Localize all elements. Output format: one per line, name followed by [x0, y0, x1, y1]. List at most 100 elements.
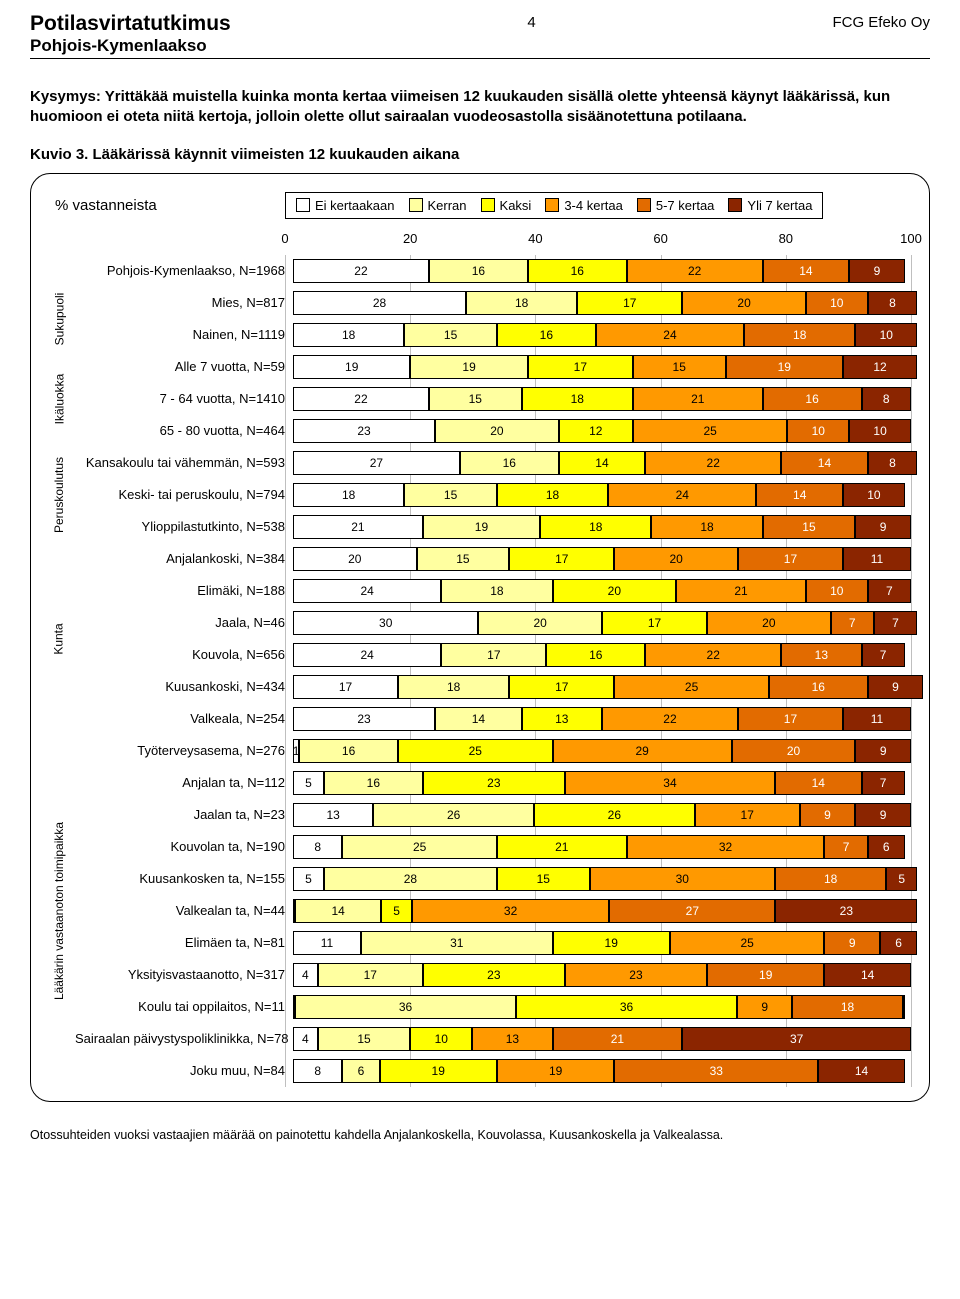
- bar-segment: 14: [559, 451, 646, 475]
- bar-segment: 7: [824, 835, 867, 859]
- bar-segment: 11: [843, 707, 911, 731]
- bar-segment: 30: [590, 867, 775, 891]
- bar-segment: 20: [614, 547, 738, 571]
- group-label: Sukupuoli: [49, 287, 69, 351]
- row-label: Yksityisvastaanotto, N=317: [75, 967, 293, 982]
- bar-segment: 16: [497, 323, 596, 347]
- bar-track: 181518241410: [293, 483, 911, 507]
- stacked-bar: 21191818159: [293, 515, 911, 539]
- chart-row: 65 - 80 vuotta, N=464232012251010: [75, 415, 911, 447]
- bar-segment: 16: [460, 451, 559, 475]
- bar-segment: 22: [293, 387, 429, 411]
- stacked-bar: 3636918: [293, 995, 905, 1019]
- figure-caption: Kuvio 3. Lääkärissä käynnit viimeisten 1…: [30, 146, 930, 163]
- bar-segment: 18: [522, 387, 633, 411]
- bar-segment: 28: [293, 291, 466, 315]
- bar-segment: 20: [707, 611, 831, 635]
- bar-segment: 28: [324, 867, 497, 891]
- bar-segment: 32: [412, 899, 609, 923]
- bar-segment: 17: [738, 707, 843, 731]
- bar-segment: 15: [318, 1027, 411, 1051]
- chart-row: 7 - 64 vuotta, N=141022151821168: [75, 383, 911, 415]
- bar-segment: 8: [293, 1059, 342, 1083]
- legend-label: 3-4 kertaa: [564, 198, 623, 213]
- bar-segment: 17: [509, 547, 614, 571]
- stacked-bar: 41510132137: [293, 1027, 911, 1051]
- bar-segment: 9: [855, 515, 911, 539]
- bar-segment: 14: [295, 899, 381, 923]
- bar-track: 22161622149: [293, 259, 911, 283]
- row-label: Valkealan ta, N=44: [75, 903, 293, 918]
- bar-segment: 15: [417, 547, 510, 571]
- bar-track: 191917151912: [293, 355, 911, 379]
- stacked-bar: 232012251010: [293, 419, 911, 443]
- row-label: Ylioppilastutkinto, N=538: [75, 519, 293, 534]
- bar-segment: 27: [293, 451, 460, 475]
- bar-segment: 9: [849, 259, 905, 283]
- chart-row: Mies, N=81728181720108: [75, 287, 911, 319]
- bar-segment: 24: [608, 483, 756, 507]
- group-axis-label: Ikäluokka: [52, 373, 66, 424]
- chart-row: Keski- tai peruskoulu, N=794181518241410: [75, 479, 911, 511]
- group-label: Kunta: [49, 607, 69, 671]
- group-label: Lääkärin vastaanoton toimipaikka: [49, 799, 69, 1023]
- bar-segment: 6: [342, 1059, 379, 1083]
- bar-segment: 33: [614, 1059, 818, 1083]
- bar-segment: 26: [534, 803, 695, 827]
- bar-segment: 15: [633, 355, 726, 379]
- bar-segment: 5: [293, 771, 324, 795]
- bar-segment: 18: [497, 483, 608, 507]
- bar-segment: 20: [478, 611, 602, 635]
- group-axis-label: Kunta: [52, 623, 66, 654]
- chart-row: Valkealan ta, N=44145322723: [75, 895, 911, 927]
- x-tick: 100: [900, 231, 922, 246]
- bar-segment: 19: [553, 931, 670, 955]
- chart-row: Kuusankosken ta, N=1555281530185: [75, 863, 911, 895]
- bar-segment: 17: [695, 803, 800, 827]
- bar-segment: 27: [609, 899, 775, 923]
- bar-segment: 11: [293, 931, 361, 955]
- bar-segment: 7: [868, 579, 911, 603]
- bar-segment: 21: [676, 579, 806, 603]
- bar-segment: 23: [423, 771, 565, 795]
- legend-swatch: [728, 198, 742, 212]
- bar-segment: 11: [843, 547, 911, 571]
- stacked-bar: 28181720108: [293, 291, 917, 315]
- bar-segment: 10: [849, 419, 911, 443]
- row-label: Kansakoulu tai vähemmän, N=593: [75, 455, 293, 470]
- bar-segment: 18: [441, 579, 552, 603]
- stacked-bar: 181518241410: [293, 483, 905, 507]
- row-label: Keski- tai peruskoulu, N=794: [75, 487, 293, 502]
- bar-segment: 9: [800, 803, 856, 827]
- bar-segment: 4: [293, 1027, 318, 1051]
- bar-segment: 25: [614, 675, 768, 699]
- bar-segment: 20: [293, 547, 417, 571]
- bar-segment: 19: [497, 1059, 614, 1083]
- stacked-bar: 181516241810: [293, 323, 917, 347]
- doc-title: Potilasvirtatutkimus: [30, 12, 231, 36]
- group-label: Ikäluokka: [49, 351, 69, 447]
- chart-row: Nainen, N=1119181516241810: [75, 319, 911, 351]
- bar-segment: 36: [516, 995, 737, 1019]
- bar-segment: 18: [466, 291, 577, 315]
- bar-segment: 17: [318, 963, 423, 987]
- bar-segment: 17: [293, 675, 398, 699]
- bar-segment: 14: [756, 483, 843, 507]
- x-tick: 0: [281, 231, 288, 246]
- bar-segment: 4: [293, 963, 318, 987]
- row-label: Elimäki, N=188: [75, 583, 293, 598]
- footnote: Otossuhteiden vuoksi vastaajien määrää o…: [30, 1128, 930, 1142]
- bar-track: 41723231914: [293, 963, 911, 987]
- bar-segment: 16: [528, 259, 627, 283]
- bar-track: 145322723: [293, 899, 911, 923]
- bar-segment: 20: [553, 579, 677, 603]
- bar-track: 1162529209: [293, 739, 911, 763]
- stacked-bar: 1326261799: [293, 803, 911, 827]
- bar-segment: 16: [546, 643, 645, 667]
- legend-item: 5-7 kertaa: [637, 198, 715, 213]
- stacked-bar: 8619193314: [293, 1059, 905, 1083]
- stacked-bar: 231413221711: [293, 707, 911, 731]
- legend-label: Yli 7 kertaa: [747, 198, 812, 213]
- bar-segment: 22: [602, 707, 738, 731]
- stacked-bar: 22151821168: [293, 387, 911, 411]
